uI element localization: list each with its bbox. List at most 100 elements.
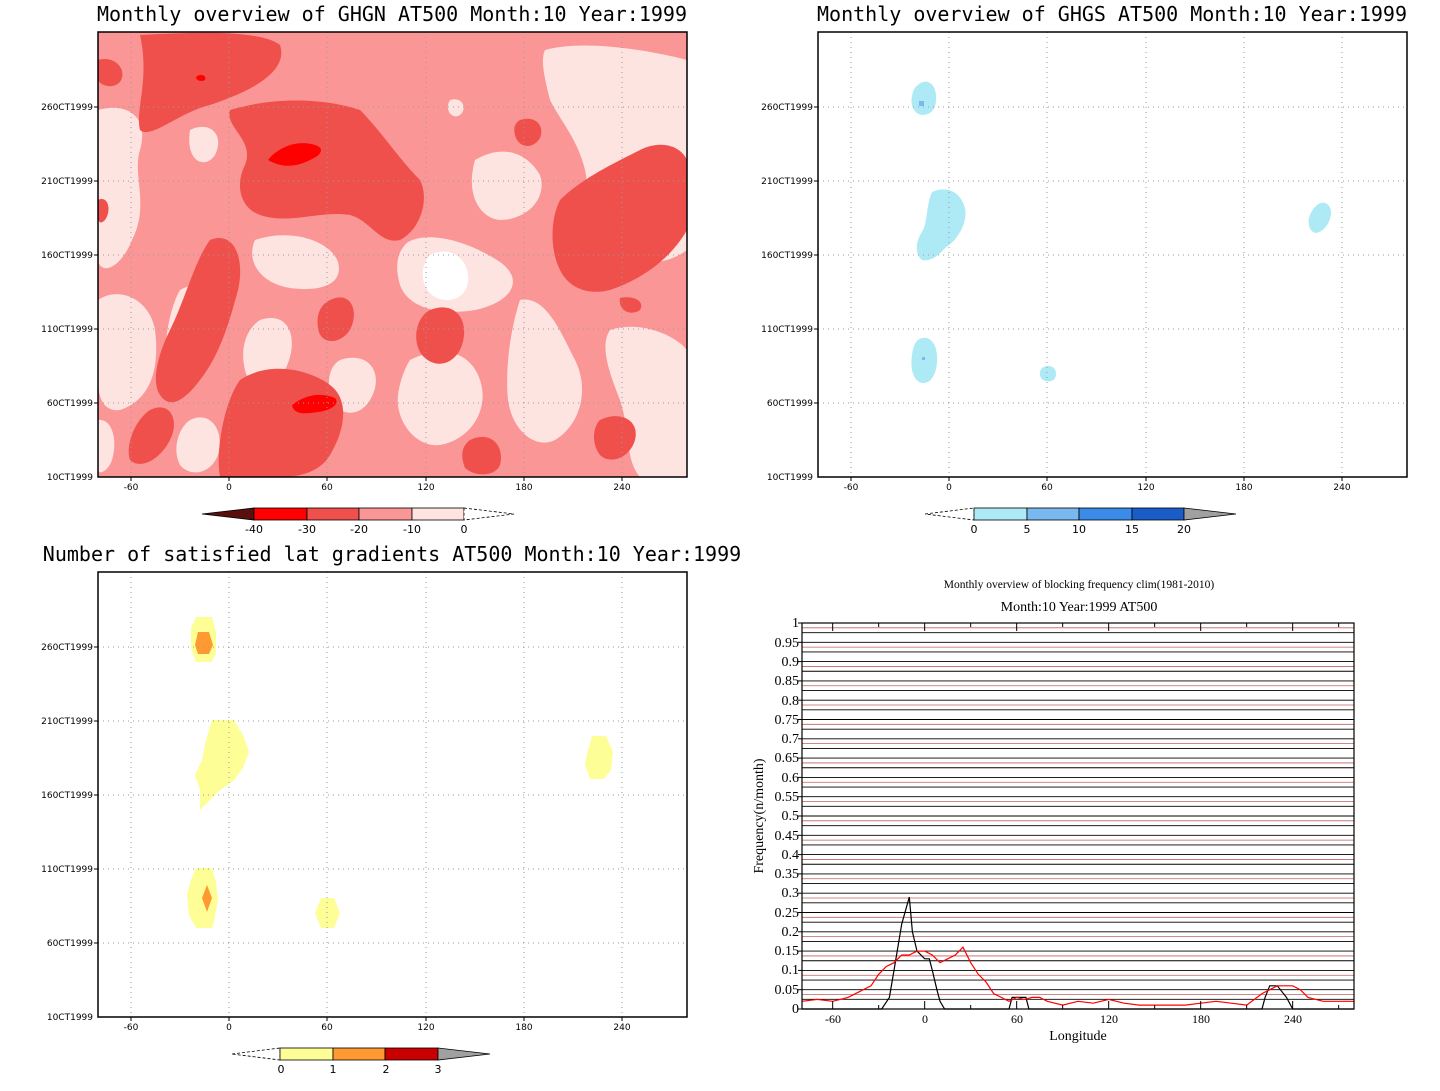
x-tick-label: 180	[515, 483, 532, 493]
blocking-title: Monthly overview of blocking frequency c…	[944, 579, 1215, 591]
colorbar-cell-gt-3	[437, 1047, 491, 1061]
x-tick-label: 240	[613, 1023, 630, 1033]
colorbar-cell	[411, 507, 465, 521]
y-tick-label: 160CT1999	[761, 251, 813, 261]
panel-blocking-frequency: Monthly overview of blocking frequency c…	[752, 579, 1355, 1044]
ghgs-gridlines	[818, 32, 1407, 477]
x-tick-label: -60	[124, 1023, 139, 1033]
colorbar-cell-gt-0	[463, 507, 515, 521]
colorbar-cell	[1078, 507, 1133, 521]
y-tick-label: 0.15	[775, 944, 800, 959]
latgrad-title: Number of satisfied lat gradients AT500 …	[43, 542, 741, 566]
y-tick-label: 10CT1999	[47, 473, 93, 483]
colorbar-label: -40	[245, 523, 263, 536]
colorbar-cell	[358, 507, 413, 521]
colorbar-label: -20	[350, 523, 368, 536]
y-tick-label: 0.6	[782, 771, 800, 786]
x-tick-label: 180	[1192, 1012, 1210, 1026]
y-tick-label: 0.65	[775, 751, 800, 766]
y-tick-label: 110CT1999	[41, 865, 93, 875]
blocking-x-axis-label: Longitude	[1049, 1029, 1107, 1044]
x-tick-label: 60	[1011, 1012, 1023, 1026]
panel-ghgs: Monthly overview of GHGS AT500 Month:10 …	[761, 2, 1408, 536]
x-tick-label: -60	[825, 1012, 841, 1026]
colorbar-label: 2	[383, 1063, 390, 1076]
y-tick-label: 260CT1999	[41, 643, 93, 653]
x-tick-label: 60	[1041, 483, 1053, 493]
colorbar-cell	[306, 507, 360, 521]
x-tick-label: 240	[1284, 1012, 1302, 1026]
y-tick-label: 0.25	[775, 906, 800, 921]
y-tick-label: 0.35	[775, 867, 800, 882]
x-tick-label: 0	[922, 1012, 928, 1026]
colorbar-cell	[1131, 507, 1185, 521]
ghgn-y-tick-labels: 10CT1999 60CT1999 110CT1999 160CT1999 21…	[41, 103, 93, 483]
colorbar-label: 3	[435, 1063, 442, 1076]
colorbar-label: 0	[971, 523, 978, 536]
x-tick-label: 240	[1333, 483, 1350, 493]
y-tick-label: 60CT1999	[47, 939, 93, 949]
colorbar-cell-gt-20	[1183, 507, 1237, 521]
y-tick-label: 0.2	[782, 925, 800, 940]
blocking-y-tick-labels: 0 0.05 0.1 0.15 0.2 0.25 0.3 0.35 0.4 0.…	[775, 616, 800, 1017]
y-tick-label: 0.1	[782, 963, 800, 978]
y-tick-label: 0.5	[782, 809, 800, 824]
latgrad-colorbar: 0 1 2 3	[231, 1047, 491, 1076]
ghgs-colorbar: 0 5 10 15 20	[924, 507, 1237, 536]
blocking-series-layer	[801, 896, 1354, 1010]
y-tick-label: 0	[792, 1002, 799, 1017]
y-tick-label: 210CT1999	[41, 177, 93, 187]
x-tick-label: 0	[946, 483, 952, 493]
colorbar-cell	[332, 1047, 386, 1061]
blocking-tick-marks	[798, 622, 1340, 1010]
y-tick-label: 160CT1999	[41, 791, 93, 801]
y-tick-label: 0.55	[775, 790, 800, 805]
y-tick-label: 60CT1999	[767, 399, 813, 409]
y-tick-label: 0.85	[775, 674, 800, 689]
x-tick-label: 0	[226, 1023, 232, 1033]
latgrad-gridlines	[98, 572, 687, 1017]
y-tick-label: 10CT1999	[767, 473, 813, 483]
y-tick-label: 60CT1999	[47, 399, 93, 409]
y-tick-label: 260CT1999	[761, 103, 813, 113]
y-tick-label: 110CT1999	[41, 325, 93, 335]
x-tick-label: 120	[1100, 1012, 1118, 1026]
colorbar-label: 10	[1072, 523, 1086, 536]
colorbar-cell-lt-40	[201, 507, 255, 521]
x-tick-label: 240	[613, 483, 630, 493]
y-tick-label: 1	[792, 616, 799, 631]
y-tick-label: 0.75	[775, 713, 800, 728]
y-tick-label: 0.9	[782, 655, 800, 670]
blocking-subtitle: Month:10 Year:1999 AT500	[1001, 600, 1158, 615]
colorbar-label: -30	[298, 523, 316, 536]
colorbar-cell	[279, 1047, 334, 1061]
series-line-1	[801, 946, 1354, 1006]
series-line-0	[802, 896, 1354, 1010]
x-tick-label: 0	[226, 483, 232, 493]
y-tick-label: 0.4	[782, 848, 800, 863]
blocking-x-tick-labels: -60 0 60 120 180 240	[825, 1012, 1302, 1026]
ghgs-tick-marks	[814, 106, 1343, 481]
x-tick-label: -60	[844, 483, 859, 493]
blocking-y-axis-label: Frequency(n/month)	[752, 758, 767, 873]
colorbar-cell	[973, 507, 1028, 521]
ghgs-y-tick-labels: 10CT1999 60CT1999 110CT1999 160CT1999 21…	[761, 103, 813, 483]
ghgn-tick-marks	[94, 106, 623, 481]
latgrad-x-tick-labels: -60 0 60 120 180 240	[124, 1023, 631, 1033]
x-tick-label: 60	[321, 483, 333, 493]
colorbar-label: 5	[1024, 523, 1031, 536]
colorbar-cell	[384, 1047, 439, 1061]
x-tick-label: 120	[1137, 483, 1154, 493]
x-tick-label: 60	[321, 1023, 333, 1033]
x-tick-label: 180	[1235, 483, 1252, 493]
ghgn-colorbar: -40 -30 -20 -10 0	[201, 507, 515, 536]
y-tick-label: 160CT1999	[41, 251, 93, 261]
colorbar-cell-lt-0	[231, 1047, 281, 1061]
y-tick-label: 10CT1999	[47, 1013, 93, 1023]
y-tick-label: 0.95	[775, 636, 800, 651]
colorbar-label: 1	[330, 1063, 337, 1076]
y-tick-label: 110CT1999	[761, 325, 813, 335]
colorbar-cell	[1026, 507, 1080, 521]
x-tick-label: -60	[124, 483, 139, 493]
